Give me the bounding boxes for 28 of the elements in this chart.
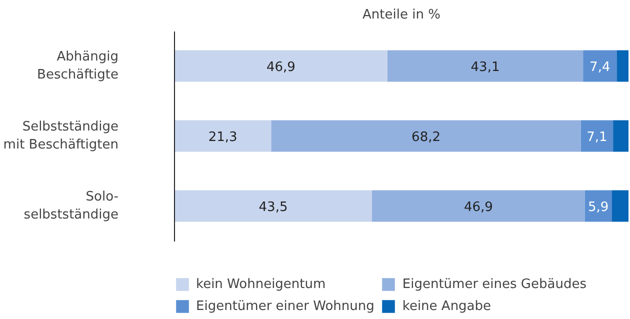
legend-label: kein Wohneigentum [196, 276, 327, 292]
legend-label: Eigentümer eines Gebäudes [402, 276, 586, 292]
data-label: 5,9 [588, 200, 609, 215]
y-tick-label: Selbstständige mit Beschäftigten [3, 120, 119, 152]
data-label: 46,9 [266, 60, 296, 75]
data-label: 68,2 [412, 130, 440, 145]
data-label: 43,1 [470, 60, 500, 75]
y-tick-label: Abhängig Beschäftigte [37, 50, 119, 82]
data-label: 7,1 [586, 130, 608, 145]
bar [616, 50, 628, 82]
bar [174, 190, 372, 222]
bar [372, 190, 585, 222]
bar [174, 50, 388, 82]
y-tick-label: Solo- selbstständige [24, 190, 119, 222]
bar [174, 120, 272, 152]
bar [580, 120, 614, 152]
bar [613, 120, 628, 152]
legend-label: Eigentümer einer Wohnung [196, 298, 374, 314]
bar [612, 190, 628, 222]
data-label: 46,9 [464, 200, 493, 215]
data-label: 21,3 [208, 130, 238, 145]
data-label: 43,5 [258, 200, 288, 215]
chart-title: Anteile in % [362, 8, 440, 22]
data-label: 7,4 [590, 60, 610, 75]
bar [387, 50, 584, 82]
legend-label: keine Angabe [402, 298, 492, 314]
bar [583, 50, 617, 82]
bar [271, 120, 581, 152]
